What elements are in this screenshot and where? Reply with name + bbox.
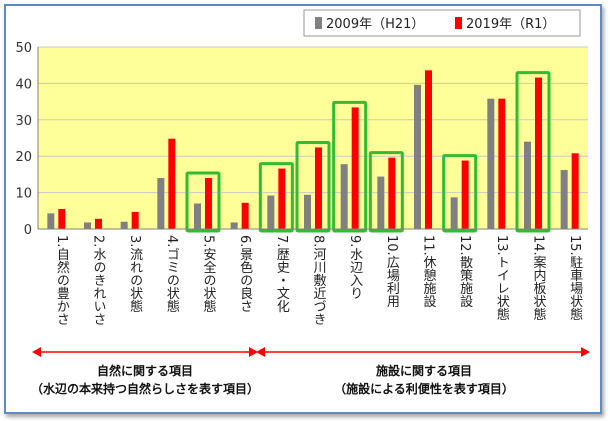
bar-2009-13 bbox=[487, 98, 495, 229]
bar-2009-1 bbox=[47, 213, 55, 229]
category-label-1: 1.自然の豊かさ bbox=[54, 235, 69, 326]
highlight-box-10 bbox=[368, 151, 404, 233]
bar-2019-14 bbox=[535, 77, 542, 230]
y-tick-label: 10 bbox=[15, 187, 32, 202]
y-axis-ticks: 0 10 20 30 40 50 bbox=[15, 41, 32, 238]
bar-2019-2 bbox=[95, 218, 102, 229]
category-label-12: 12.散策施設 bbox=[457, 235, 473, 308]
group-sublabel-facility: （施設による利便性を表す項目） bbox=[334, 381, 514, 396]
bar-2019-12 bbox=[461, 160, 469, 229]
group-sublabel-nature: （水辺の本来持つ自然らしさを表す項目） bbox=[31, 381, 259, 396]
group-arrow-facility-right-head bbox=[581, 347, 590, 357]
bar-2019-13 bbox=[498, 98, 506, 229]
bars bbox=[47, 70, 579, 230]
highlight-box-5 bbox=[185, 171, 221, 233]
bar-2019-8 bbox=[315, 147, 322, 229]
category-label-6: 6.景色の良さ bbox=[237, 235, 253, 313]
bar-2009-3 bbox=[120, 221, 128, 229]
bar-2019-3 bbox=[131, 211, 139, 229]
highlight-box-9 bbox=[332, 100, 368, 233]
category-label-4: 4.ゴミの状態 bbox=[164, 235, 180, 313]
group-arrow-facility-left-head bbox=[256, 347, 265, 357]
bar-2009-10 bbox=[377, 176, 385, 229]
legend-box bbox=[303, 9, 581, 37]
bar-2009-11 bbox=[414, 84, 421, 229]
bar-2009-7 bbox=[267, 195, 275, 229]
category-label-3: 3.流れの状態 bbox=[127, 235, 143, 313]
bar-2019-1 bbox=[58, 208, 66, 229]
legend: 2009年（H21） 2019年（R1） bbox=[303, 9, 581, 37]
legend-label-2009: 2009年（H21） bbox=[326, 17, 424, 32]
bar-2009-14 bbox=[524, 141, 531, 229]
bar-2009-2 bbox=[84, 222, 91, 229]
y-gridlines bbox=[38, 46, 588, 194]
category-label-15: 15.駐車場状態 bbox=[567, 235, 583, 321]
bar-2019-15 bbox=[571, 153, 579, 229]
bar-2019-6 bbox=[241, 202, 249, 229]
group-annotations: 自然に関する項目 （水辺の本来持つ自然らしさを表す項目） 施設に関する項目 （施… bbox=[31, 347, 590, 396]
y-tick-label: 50 bbox=[15, 41, 32, 56]
y-tick-label: 0 bbox=[24, 223, 32, 238]
category-label-2: 2.水のきれいさ bbox=[91, 235, 107, 326]
bar-2019-4 bbox=[168, 138, 176, 229]
group-arrow-nature-right-head bbox=[249, 347, 258, 357]
bar-2019-5 bbox=[205, 178, 212, 229]
y-tick-label: 20 bbox=[15, 150, 32, 165]
category-label-14: 14.案内板状態 bbox=[531, 235, 547, 321]
bar-2019-11 bbox=[425, 70, 432, 230]
bar-2009-15 bbox=[560, 170, 568, 229]
bar-2009-12 bbox=[450, 197, 458, 229]
bar-2019-7 bbox=[278, 168, 286, 229]
group-label-facility: 施設に関する項目 bbox=[376, 363, 472, 378]
category-label-7: 7.歴史・文化 bbox=[274, 235, 290, 314]
legend-swatch-2009 bbox=[315, 17, 322, 29]
plot-area bbox=[38, 47, 588, 229]
category-label-5: 5.安全の状態 bbox=[201, 235, 217, 313]
bar-2009-4 bbox=[157, 178, 165, 229]
legend-label-2019: 2019年（R1） bbox=[466, 17, 555, 32]
bar-2009-6 bbox=[230, 222, 238, 229]
legend-swatch-2019 bbox=[455, 17, 462, 29]
category-labels: 1.自然の豊かさ 2.水のきれいさ 3.流れの状態 4.ゴミの状態 5.安全の状態 6.景… bbox=[54, 235, 583, 326]
y-tick-label: 30 bbox=[15, 114, 32, 129]
bar-2019-10 bbox=[388, 157, 396, 229]
category-label-8: 8.河川敷近づき bbox=[311, 235, 327, 325]
category-label-13: 13.トイレ状態 bbox=[494, 235, 510, 321]
group-label-nature: 自然に関する項目 bbox=[97, 363, 193, 378]
bar-2009-9 bbox=[340, 164, 348, 229]
category-label-11: 11.休憩施設 bbox=[421, 235, 437, 308]
bar-2009-8 bbox=[304, 194, 311, 229]
highlight-box-8 bbox=[295, 140, 331, 233]
highlight-box-14 bbox=[515, 71, 551, 233]
highlight-box-7 bbox=[258, 162, 294, 233]
y-tick-label: 40 bbox=[15, 77, 32, 92]
category-label-9: 9.水辺入り bbox=[347, 235, 363, 300]
bar-2019-9 bbox=[351, 107, 359, 229]
bar-2009-5 bbox=[194, 203, 201, 229]
highlight-boxes bbox=[185, 71, 551, 233]
group-arrow-nature-left-head bbox=[32, 347, 41, 357]
highlight-box-12 bbox=[442, 154, 478, 233]
category-label-10: 10.広場利用 bbox=[384, 235, 400, 309]
